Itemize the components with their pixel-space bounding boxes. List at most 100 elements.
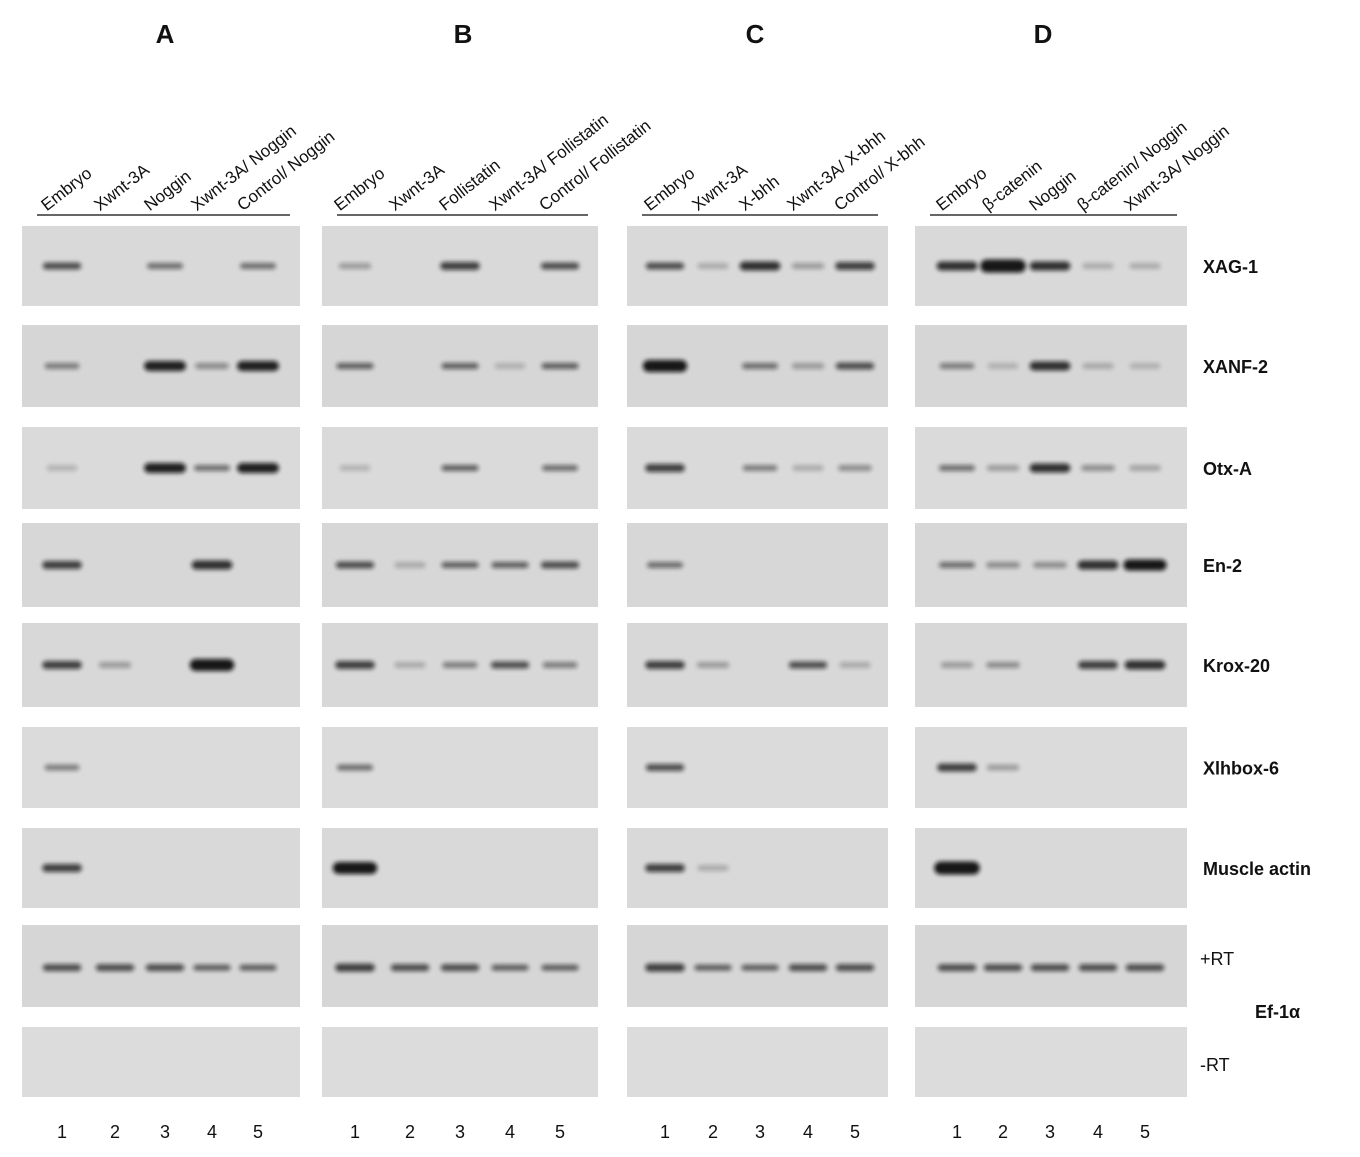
lane-number: 1 <box>660 1122 670 1142</box>
gel-band <box>1082 263 1114 269</box>
lane-number: 5 <box>1140 1122 1150 1142</box>
gel-strip <box>915 1027 1187 1097</box>
lane-number: 4 <box>803 1122 813 1142</box>
lane-number: 4 <box>505 1122 515 1142</box>
gel-band <box>189 659 235 671</box>
lane-number: 5 <box>253 1122 263 1142</box>
gene-label: Xlhbox-6 <box>1203 758 1279 778</box>
gel-band <box>939 562 975 568</box>
gel-band <box>1078 964 1118 972</box>
gel-band <box>147 263 183 269</box>
gel-band <box>645 661 685 669</box>
gel-band <box>98 662 132 668</box>
gel-band <box>195 363 229 369</box>
gel-band <box>144 361 186 371</box>
gene-label: En-2 <box>1203 556 1242 576</box>
gel-band <box>934 861 980 875</box>
gel-band <box>440 262 480 270</box>
gel-band <box>46 465 78 471</box>
gel-band <box>1125 964 1165 972</box>
gel-band <box>1033 562 1067 568</box>
gel-strip <box>627 1027 888 1097</box>
gel-band <box>541 964 579 971</box>
gene-label: XANF-2 <box>1203 357 1268 377</box>
gel-band <box>645 864 685 872</box>
gel-band <box>339 465 371 471</box>
gel-band <box>791 363 825 369</box>
gel-band <box>1124 660 1166 670</box>
gel-band <box>194 465 230 471</box>
gel-band <box>335 963 375 972</box>
gel-band <box>237 361 279 371</box>
gel-band <box>642 360 688 372</box>
lane-number: 4 <box>207 1122 217 1142</box>
lane-number: 1 <box>350 1122 360 1142</box>
gel-band <box>441 562 479 568</box>
lane-number: 3 <box>1045 1122 1055 1142</box>
panel-title: A <box>156 19 175 49</box>
gel-band <box>336 363 374 369</box>
gel-band <box>1123 559 1167 571</box>
lane-label: Xwnt-3A <box>386 160 449 215</box>
gel-band <box>441 465 479 471</box>
gel-band <box>1078 661 1118 669</box>
lane-number: 4 <box>1093 1122 1103 1142</box>
gel-band <box>494 363 526 369</box>
lane-number: 5 <box>555 1122 565 1142</box>
lane-number: 2 <box>708 1122 718 1142</box>
gel-band <box>42 262 82 270</box>
gene-label: Otx-A <box>1203 459 1252 479</box>
lane-number: 2 <box>405 1122 415 1142</box>
lane-number: 2 <box>110 1122 120 1142</box>
gel-band <box>835 964 875 972</box>
gel-band <box>542 465 578 471</box>
gel-band <box>335 661 375 669</box>
gel-band <box>694 964 732 971</box>
gel-band <box>936 261 978 271</box>
gel-band <box>742 465 778 471</box>
gel-band <box>491 964 529 971</box>
gel-band <box>44 764 80 771</box>
gel-band <box>980 259 1026 273</box>
gel-band <box>1081 465 1115 471</box>
gel-band <box>442 662 478 668</box>
gel-band <box>42 964 82 972</box>
gel-band <box>835 262 875 270</box>
control-gene-label: Ef-1α <box>1255 1002 1300 1022</box>
gel-band <box>95 964 135 972</box>
gel-band <box>42 864 82 872</box>
lane-number: 1 <box>952 1122 962 1142</box>
gel-band <box>239 964 277 971</box>
gel-band <box>541 363 579 369</box>
gel-band <box>835 362 875 370</box>
gel-strip <box>22 1027 300 1097</box>
gel-band <box>739 261 781 271</box>
lane-label: Xwnt-3A <box>91 160 154 215</box>
gel-band <box>788 964 828 972</box>
panel-title: D <box>1034 19 1053 49</box>
lane-label: Embryo <box>331 164 389 215</box>
gel-band <box>986 465 1020 471</box>
gel-band <box>440 964 480 972</box>
lane-number: 3 <box>160 1122 170 1142</box>
gel-band <box>1077 560 1119 570</box>
panel-title: C <box>746 19 765 49</box>
gel-band <box>742 363 778 369</box>
gel-band <box>839 662 871 668</box>
gel-band <box>838 465 872 471</box>
gel-band <box>645 764 685 771</box>
gel-band <box>1029 463 1071 473</box>
gel-band <box>940 662 974 668</box>
gel-band <box>44 363 80 369</box>
gel-band <box>986 764 1020 771</box>
gel-band <box>788 661 828 669</box>
gel-band <box>441 363 479 369</box>
gel-band <box>697 263 729 269</box>
gel-band <box>144 463 186 473</box>
gel-band <box>1129 465 1161 471</box>
lane-number: 5 <box>850 1122 860 1142</box>
gel-band <box>939 465 975 471</box>
gel-band <box>645 464 685 472</box>
gel-band <box>240 263 276 269</box>
gel-band <box>1129 363 1161 369</box>
